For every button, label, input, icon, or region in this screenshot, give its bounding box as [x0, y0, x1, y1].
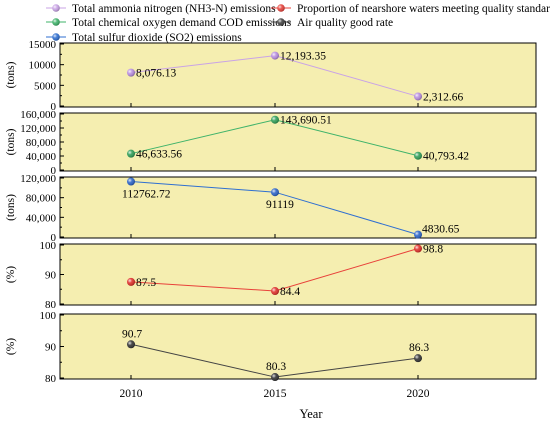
y-tick-label: 40,000 — [26, 212, 57, 224]
data-point-shine — [127, 277, 135, 286]
panel-so2: 0 40,000 80,000 120,000(tons) 112762.72 91119… — [5, 173, 537, 244]
legend-label: Total sulfur dioxide (SO2) emissions — [72, 32, 242, 44]
data-label: 2,312.66 — [423, 91, 464, 103]
legend-label: Proportion of nearshore waters meeting q… — [297, 3, 550, 15]
y-tick-label: 90 — [45, 342, 57, 354]
y-tick-label: 0 — [51, 165, 57, 177]
data-label: 46,633.56 — [136, 149, 182, 161]
y-tick-label: 160,000 — [20, 109, 56, 121]
y-tick-label: 120,000 — [20, 173, 56, 185]
data-point-shine — [127, 149, 135, 158]
panel-nh3n: 0 5000 10000 15000 (tons) 8,076.13 12,193.35 2,… — [5, 39, 537, 113]
y-tick-label: 90 — [45, 270, 57, 282]
y-axis-label: (tons) — [5, 128, 17, 155]
panel-background — [59, 176, 537, 239]
panel-nearshore: 80 90 100 (%) 87.5 84.4 98.8 — [5, 240, 537, 311]
data-point-shine — [271, 188, 279, 197]
panel-background — [59, 112, 537, 172]
data-label: 12,193.35 — [280, 51, 326, 63]
legend-item: Total chemical oxygen demand COD emissio… — [46, 17, 292, 29]
y-tick-label: 80 — [45, 373, 57, 385]
panel-background — [59, 42, 537, 108]
y-axis-label: (%) — [5, 338, 17, 355]
y-axis-label: (%) — [5, 266, 17, 283]
legend-item: Proportion of nearshore waters meeting q… — [271, 3, 550, 15]
data-point-shine — [271, 287, 279, 296]
data-point-shine — [127, 177, 135, 186]
x-tick-label: 2010 — [120, 388, 143, 400]
x-tick-label: 2015 — [264, 388, 287, 400]
legend-swatch-shine — [52, 18, 60, 26]
y-tick-label: 10000 — [29, 60, 57, 72]
legend-label: Air quality good rate — [297, 17, 393, 29]
data-label: 80.3 — [266, 361, 286, 373]
y-tick-label: 0 — [51, 232, 57, 244]
y-tick-label: 100 — [40, 310, 57, 322]
data-point-shine — [271, 115, 279, 124]
data-point-shine — [414, 92, 422, 101]
data-label: 87.5 — [136, 277, 156, 289]
legend-item: Total ammonia nitrogen (NH3-N) emissions — [46, 3, 276, 15]
legend: Total ammonia nitrogen (NH3-N) emissions… — [46, 3, 550, 44]
panel-background — [59, 243, 537, 306]
data-point-shine — [414, 244, 422, 253]
x-axis-label: Year — [299, 407, 323, 421]
legend-item: Air quality good rate — [271, 17, 393, 29]
data-label: 112762.72 — [122, 189, 171, 201]
y-tick-label: 15000 — [29, 39, 57, 51]
x-tick-label: 2020 — [407, 388, 430, 400]
legend-swatch-shine — [52, 33, 60, 41]
data-point-shine — [414, 230, 422, 239]
data-point-shine — [271, 51, 279, 60]
data-label: 40,793.42 — [423, 151, 469, 163]
data-label: 98.8 — [423, 244, 443, 256]
data-point-shine — [414, 354, 422, 363]
data-point-shine — [414, 151, 422, 160]
legend-item: Total sulfur dioxide (SO2) emissions — [46, 32, 242, 44]
data-label: 91119 — [266, 199, 294, 211]
panel-cod: 0 40,000 80,000 120,000 160,000(tons) 46,633.… — [5, 109, 537, 177]
data-point-shine — [271, 373, 279, 382]
data-label: 86.3 — [409, 342, 429, 354]
legend-label: Total chemical oxygen demand COD emissio… — [72, 17, 292, 29]
y-tick-label: 80,000 — [26, 193, 57, 205]
data-point-shine — [127, 68, 135, 77]
data-label: 90.7 — [122, 328, 142, 340]
y-tick-label: 80 — [45, 299, 57, 311]
data-label: 84.4 — [280, 286, 300, 298]
y-tick-label: 40,000 — [26, 151, 57, 163]
data-point-shine — [127, 340, 135, 349]
legend-label: Total ammonia nitrogen (NH3-N) emissions — [72, 3, 276, 15]
y-tick-label: 100 — [40, 240, 57, 252]
legend-swatch-shine — [52, 4, 60, 12]
y-tick-label: 5000 — [34, 80, 57, 92]
data-label: 8,076.13 — [136, 68, 177, 80]
y-tick-label: 80,000 — [26, 137, 57, 149]
panel-airquality: 80 90 100 (%) 90.7 80.3 86.3 — [5, 310, 537, 385]
y-tick-label: 120,000 — [20, 123, 56, 135]
y-tick-label: 0 — [51, 101, 57, 113]
x-axis: 2010 2015 2020 Year — [120, 388, 430, 421]
legend-swatch-shine — [277, 4, 285, 12]
data-label: 143,690.51 — [280, 115, 332, 127]
legend-swatch-shine — [277, 18, 285, 26]
y-axis-label: (tons) — [5, 194, 17, 221]
y-axis-label: (tons) — [5, 61, 17, 88]
data-label: 4830.65 — [422, 224, 460, 236]
